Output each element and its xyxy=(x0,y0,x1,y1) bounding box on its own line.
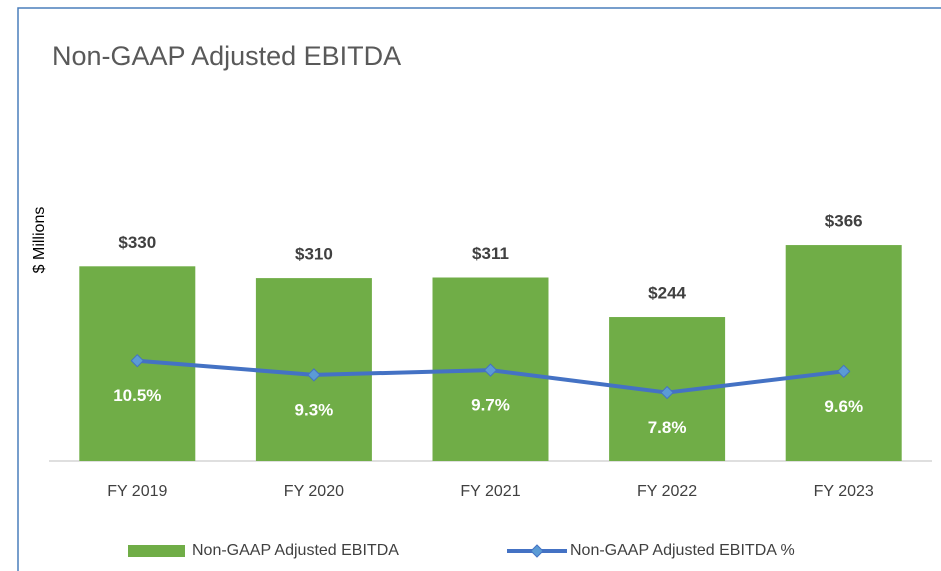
x-tick-label: FY 2021 xyxy=(460,483,520,500)
x-tick-label: FY 2022 xyxy=(637,483,697,500)
x-tick-label: FY 2019 xyxy=(107,483,167,500)
x-tick-label: FY 2023 xyxy=(814,483,874,500)
line-value-label: 9.7% xyxy=(471,396,510,415)
legend-marker xyxy=(530,544,544,558)
line-marker xyxy=(836,364,851,379)
bar-value-label: $244 xyxy=(648,284,686,303)
bar-value-label: $311 xyxy=(472,244,509,263)
line-marker xyxy=(130,353,145,368)
line-value-label: 7.8% xyxy=(648,418,687,437)
x-tick-label: FY 2020 xyxy=(284,483,344,500)
line-marker xyxy=(660,385,674,400)
line-marker xyxy=(483,363,498,377)
bar xyxy=(785,245,902,461)
y-axis-label: $ Millions xyxy=(31,207,48,274)
legend-label: Non-GAAP Adjusted EBITDA % xyxy=(570,542,795,559)
legend-label: Non-GAAP Adjusted EBITDA xyxy=(192,542,399,559)
line-marker xyxy=(307,368,321,382)
chart-title: Non-GAAP Adjusted EBITDA xyxy=(52,41,401,71)
bar-value-label: $366 xyxy=(825,212,863,231)
line-value-label: 9.6% xyxy=(824,397,863,416)
line-value-label: 9.3% xyxy=(295,400,334,419)
line-value-label: 10.5% xyxy=(113,386,161,405)
legend-swatch xyxy=(128,545,185,557)
bar-value-label: $330 xyxy=(118,233,156,252)
bar-value-label: $310 xyxy=(295,245,333,264)
